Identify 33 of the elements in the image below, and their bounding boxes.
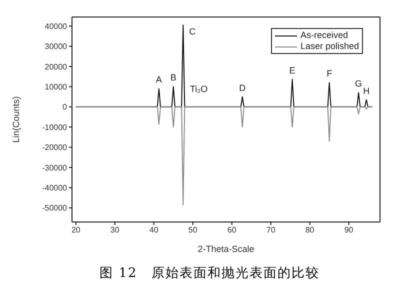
legend-label: As-received bbox=[300, 30, 348, 41]
y-tick-label: -30000 bbox=[42, 163, 68, 172]
annotation: D bbox=[239, 82, 246, 93]
y-tick-label: 30000 bbox=[44, 42, 68, 52]
x-axis-title: 2-Theta-Scale bbox=[198, 244, 254, 254]
annotation: Ti₂O bbox=[190, 84, 208, 94]
y-axis-title: Lin(Counts) bbox=[11, 96, 22, 143]
annotation: C bbox=[189, 26, 196, 36]
annotation: H bbox=[363, 86, 370, 96]
x-tick-label: 40 bbox=[149, 226, 159, 235]
annotation: G bbox=[355, 78, 362, 89]
y-tick-label: -20000 bbox=[42, 143, 68, 152]
annotation: E bbox=[289, 65, 296, 76]
annotation: B bbox=[170, 72, 176, 83]
y-tick-label: 20000 bbox=[44, 62, 68, 72]
y-tick-label: 10000 bbox=[44, 82, 68, 92]
y-tick-label: 0 bbox=[62, 102, 68, 112]
annotation: A bbox=[156, 74, 162, 85]
caption: 图 12 原始表面和抛光表面的比较 bbox=[98, 265, 320, 282]
x-tick-label: 60 bbox=[227, 226, 237, 235]
y-tick-label: -50000 bbox=[42, 204, 68, 213]
x-tick-label: 80 bbox=[305, 226, 315, 235]
y-tick-label: 40000 bbox=[44, 22, 68, 31]
y-tick-label: -40000 bbox=[42, 184, 68, 193]
x-tick-label: 20 bbox=[71, 226, 81, 235]
line-series bbox=[75, 106, 373, 206]
x-tick-label: 70 bbox=[266, 226, 276, 235]
y-tick-label: -10000 bbox=[42, 122, 68, 132]
x-tick-label: 30 bbox=[110, 226, 120, 235]
legend-label: Laser polished bbox=[300, 41, 359, 52]
annotation: F bbox=[326, 68, 333, 79]
x-tick-label: 50 bbox=[188, 226, 198, 235]
x-tick-label: 90 bbox=[344, 226, 354, 235]
